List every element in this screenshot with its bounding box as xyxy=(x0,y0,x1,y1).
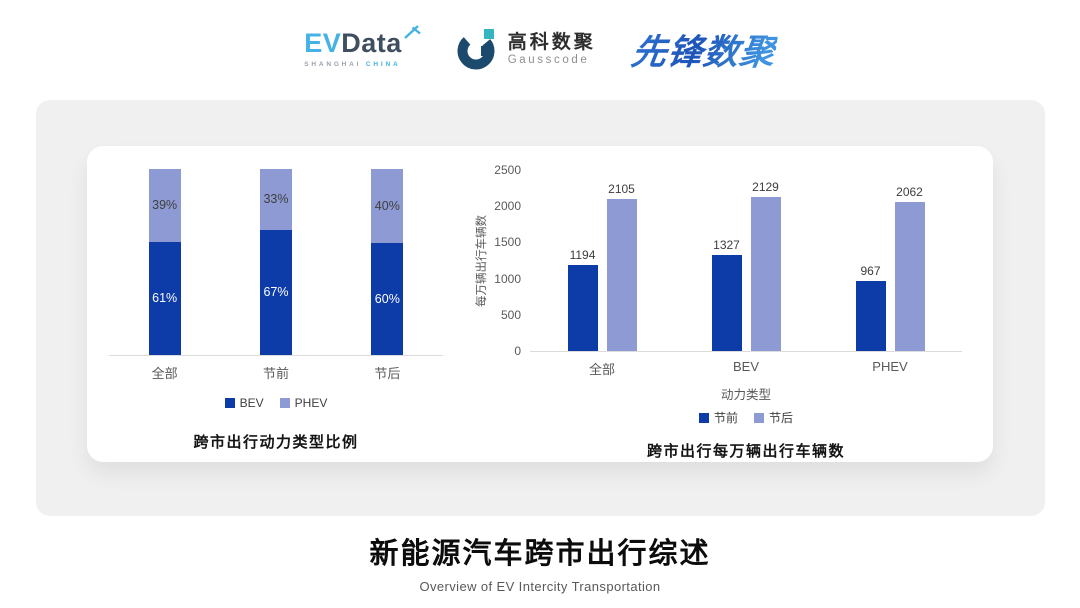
footer: 新能源汽车跨市出行综述 Overview of EV Intercity Tra… xyxy=(0,530,1080,594)
bar-segment-phev: 40% xyxy=(371,169,404,244)
stacked-bar: 40% 60% xyxy=(371,169,404,355)
charts-panel: 39% 61% 33% 67% 40% 60% 全部 节前 节后 BEV PHEV 跨市出行动力… xyxy=(36,100,1045,516)
legend-swatch-icon xyxy=(279,398,290,408)
evdata-ev-text: EV xyxy=(304,28,342,58)
grouped-chart-legend: 节前 节后 xyxy=(530,409,962,426)
bar-segment-label: 39% xyxy=(152,198,178,213)
bar-series-1 xyxy=(711,254,742,351)
bar-group: 1194 2105 xyxy=(567,182,637,351)
evdata-wordmark: EV Data xyxy=(304,25,421,58)
gausscode-logo-icon xyxy=(457,29,495,70)
logo-bar: EV Data SHANGHAI CHINA 高科数聚 Gausscode 先锋… xyxy=(0,18,1080,80)
bar-group: 967 2062 xyxy=(855,185,925,351)
category-label: 全部 xyxy=(588,362,615,377)
y-axis-tick: 1000 xyxy=(494,271,521,286)
bar-value-label: 1327 xyxy=(713,237,740,252)
y-axis-label: 每万辆出行车辆数 xyxy=(476,215,488,307)
legend-item: 节后 xyxy=(754,409,793,426)
evdata-subtitle: SHANGHAI CHINA xyxy=(304,61,400,68)
charts-card: 39% 61% 33% 67% 40% 60% 全部 节前 节后 BEV PHEV 跨市出行动力… xyxy=(87,146,993,462)
category-label: PHEV xyxy=(872,359,908,374)
page-title: 新能源汽车跨市出行综述 xyxy=(369,538,711,570)
evdata-china-text: CHINA xyxy=(365,61,401,68)
logo-evdata: EV Data SHANGHAI CHINA xyxy=(304,25,421,68)
legend-swatch-icon xyxy=(754,412,764,423)
bar-segment-bev: 60% xyxy=(371,243,404,355)
stacked-bar: 33% 67% xyxy=(259,169,292,355)
stacked-bar-plot: 39% 61% 33% 67% 40% 60% xyxy=(109,169,443,356)
y-axis-tick: 2500 xyxy=(494,163,521,177)
y-axis-tick: 500 xyxy=(500,307,521,322)
bar-segment-label: 33% xyxy=(263,192,289,207)
bar-value-label: 2129 xyxy=(752,179,779,194)
bar-wrap: 1327 xyxy=(711,238,742,351)
grouped-bar-plot: 每万辆出行车辆数 0 500 1000 1500 2000 2500 1194 2105 132… xyxy=(476,164,962,357)
category-label: 全部 xyxy=(151,366,178,381)
bar-segment-phev: 39% xyxy=(148,169,181,242)
grouped-bar-categories: 全部 BEV PHEV xyxy=(530,359,962,378)
grouped-chart-title: 跨市出行每万辆出行车辆数 xyxy=(646,443,845,460)
page-subtitle: Overview of EV Intercity Transportation xyxy=(419,579,661,594)
evdata-data-text: Data xyxy=(341,28,402,58)
legend-swatch-icon xyxy=(224,398,235,408)
stacked-bar-column: 39% 61% xyxy=(109,169,220,355)
stacked-bar: 39% 61% xyxy=(148,169,181,355)
evdata-sparkle-icon xyxy=(403,25,421,39)
bar-wrap: 967 xyxy=(855,264,886,351)
bar-group: 1327 2129 xyxy=(711,180,781,351)
legend-swatch-icon xyxy=(698,412,709,423)
bar-segment-phev: 33% xyxy=(259,169,292,231)
stacked-bar-column: 40% 60% xyxy=(332,169,443,355)
bar-series-2 xyxy=(606,198,637,351)
x-axis-label: 动力类型 xyxy=(720,388,771,402)
bar-wrap: 1194 xyxy=(567,248,598,351)
y-axis-tick: 2000 xyxy=(494,199,521,214)
gausscode-en-text: Gausscode xyxy=(507,53,590,66)
category-label: BEV xyxy=(732,359,759,374)
evdata-shanghai-text: SHANGHAI xyxy=(304,61,362,68)
y-axis-tick: 1500 xyxy=(494,235,521,250)
bar-value-label: 1194 xyxy=(569,247,596,262)
bar-segment-bev: 67% xyxy=(259,230,292,355)
bar-series-1 xyxy=(855,281,886,351)
bar-value-label: 2062 xyxy=(896,184,923,199)
bar-segment-label: 60% xyxy=(374,291,400,306)
bar-segment-bev: 61% xyxy=(148,241,181,355)
legend-item: PHEV xyxy=(279,396,327,410)
bar-segment-label: 61% xyxy=(152,291,178,305)
gausscode-text: 高科数聚 Gausscode xyxy=(508,32,596,66)
grouped-bar-chart: 每万辆出行车辆数 0 500 1000 1500 2000 2500 1194 2105 132… xyxy=(476,164,962,461)
bar-value-label: 2105 xyxy=(608,181,635,196)
bar-wrap: 2105 xyxy=(606,182,637,351)
stacked-bar-categories: 全部 节前 节后 xyxy=(109,363,443,382)
bar-series-2 xyxy=(750,196,781,351)
logo-gausscode: 高科数聚 Gausscode xyxy=(457,27,596,71)
category-label: 节前 xyxy=(262,366,289,381)
category-label: 节后 xyxy=(374,366,401,381)
logo-pioneer: 先锋数聚 xyxy=(628,24,779,75)
gausscode-cn-text: 高科数聚 xyxy=(507,32,596,54)
bar-series-1 xyxy=(567,264,598,351)
stacked-chart-legend: BEV PHEV xyxy=(109,396,443,410)
bar-segment-label: 67% xyxy=(263,285,289,300)
stacked-chart-title: 跨市出行动力类型比例 xyxy=(193,434,359,451)
legend-item: BEV xyxy=(224,396,264,410)
stacked-bar-chart: 39% 61% 33% 67% 40% 60% 全部 节前 节后 BEV PHEV 跨市出行动力… xyxy=(109,169,443,452)
bar-segment-label: 40% xyxy=(374,198,400,213)
bar-series-2 xyxy=(894,201,925,351)
bar-wrap: 2129 xyxy=(750,180,781,351)
y-axis-tick: 0 xyxy=(514,344,521,358)
legend-item: 节前 xyxy=(698,409,738,426)
bar-value-label: 967 xyxy=(860,264,881,278)
bar-wrap: 2062 xyxy=(894,185,925,351)
stacked-bar-column: 33% 67% xyxy=(220,169,331,355)
